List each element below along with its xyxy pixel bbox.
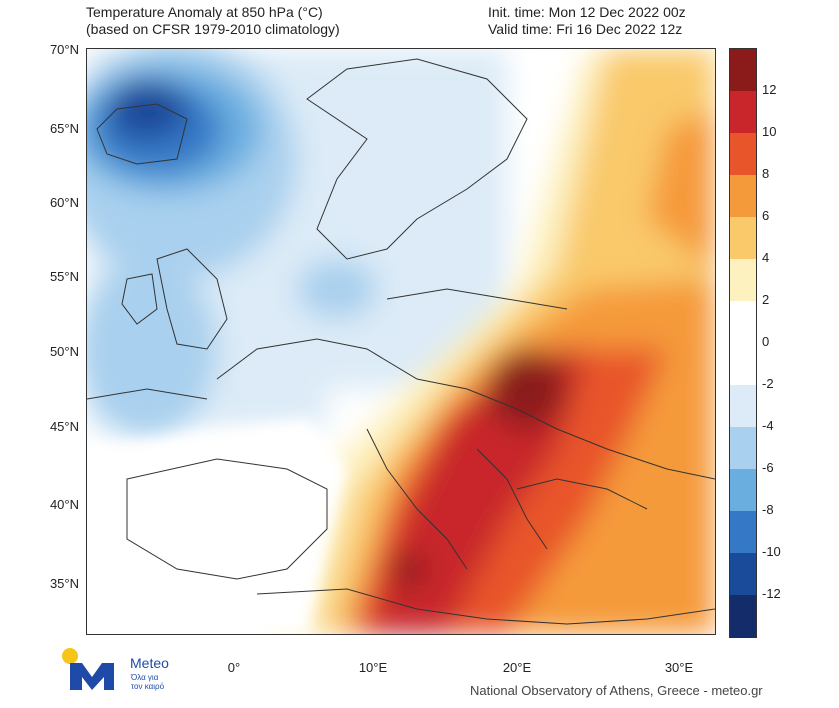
- lat-label-70: 70°N: [49, 42, 79, 57]
- lon-label-10e: 10°E: [358, 660, 388, 675]
- meteo-brand: Meteo: [130, 655, 169, 671]
- title-line-2: (based on CFSR 1979-2010 climatology): [86, 21, 340, 37]
- credit-text: National Observatory of Athens, Greece -…: [470, 683, 763, 698]
- colorbar-segment: [730, 259, 756, 302]
- colorbar-segment: [730, 511, 756, 554]
- valid-time: Valid time: Fri 16 Dec 2022 12z: [488, 21, 683, 37]
- colorbar-tick-label: -12: [762, 586, 781, 601]
- lat-label-50: 50°N: [49, 344, 79, 359]
- colorbar-tick-label: 0: [762, 334, 770, 349]
- lat-label-65: 65°N: [49, 121, 79, 136]
- colorbar-tick-label: 12: [762, 82, 777, 97]
- meteo-logo-mark: [62, 648, 114, 690]
- lat-label-60: 60°N: [49, 195, 79, 210]
- colorbar-tick-label: 4: [762, 250, 770, 265]
- colorbar-tick-label: -10: [762, 544, 781, 559]
- anomaly-map-svg: [87, 49, 715, 634]
- colorbar-tick-label: 8: [762, 166, 770, 181]
- colorbar-tick-label: 2: [762, 292, 770, 307]
- colorbar-tick-label: -8: [762, 502, 774, 517]
- lat-label-55: 55°N: [49, 269, 79, 284]
- colorbar-segment: [730, 595, 756, 638]
- colorbar-segment: [730, 49, 756, 92]
- title-line-1: Temperature Anomaly at 850 hPa (°C): [86, 4, 323, 20]
- lon-label-30e: 30°E: [664, 660, 694, 675]
- lon-label-20e: 20°E: [502, 660, 532, 675]
- init-time: Init. time: Mon 12 Dec 2022 00z: [488, 4, 686, 20]
- colorbar-segment: [730, 553, 756, 596]
- meteo-tagline-1: Όλα για: [131, 673, 159, 682]
- meteo-logo: Meteo Όλα για τον καιρό: [60, 645, 180, 695]
- coastlines: [87, 58, 715, 625]
- colorbar-segment: [730, 385, 756, 428]
- colorbar-segment: [730, 133, 756, 176]
- colorbar-segment: [730, 91, 756, 134]
- lat-label-45: 45°N: [49, 419, 79, 434]
- lon-label-0: 0°: [227, 660, 241, 675]
- colorbar-segment: [730, 175, 756, 218]
- colorbar-segment: [730, 301, 756, 344]
- colorbar-tick-label: 10: [762, 124, 777, 139]
- lat-label-35: 35°N: [49, 576, 79, 591]
- colorbar-tick-label: -4: [762, 418, 774, 433]
- colorbar-segment: [730, 427, 756, 470]
- anomaly-map: [86, 48, 716, 635]
- lat-label-40: 40°N: [49, 497, 79, 512]
- colorbar-tick-label: -6: [762, 460, 774, 475]
- time-info: Init. time: Mon 12 Dec 2022 00z Valid ti…: [488, 4, 686, 38]
- meteo-tagline-2: τον καιρό: [131, 682, 165, 691]
- colorbar-segment: [730, 217, 756, 260]
- colorbar-tick-label: -2: [762, 376, 774, 391]
- colorbar-segment: [730, 343, 756, 386]
- colorbar-tick-label: 6: [762, 208, 770, 223]
- map-title: Temperature Anomaly at 850 hPa (°C) (bas…: [86, 4, 340, 38]
- neutral-mid: [87, 419, 347, 634]
- colorbar: [729, 48, 757, 638]
- colorbar-segment: [730, 469, 756, 512]
